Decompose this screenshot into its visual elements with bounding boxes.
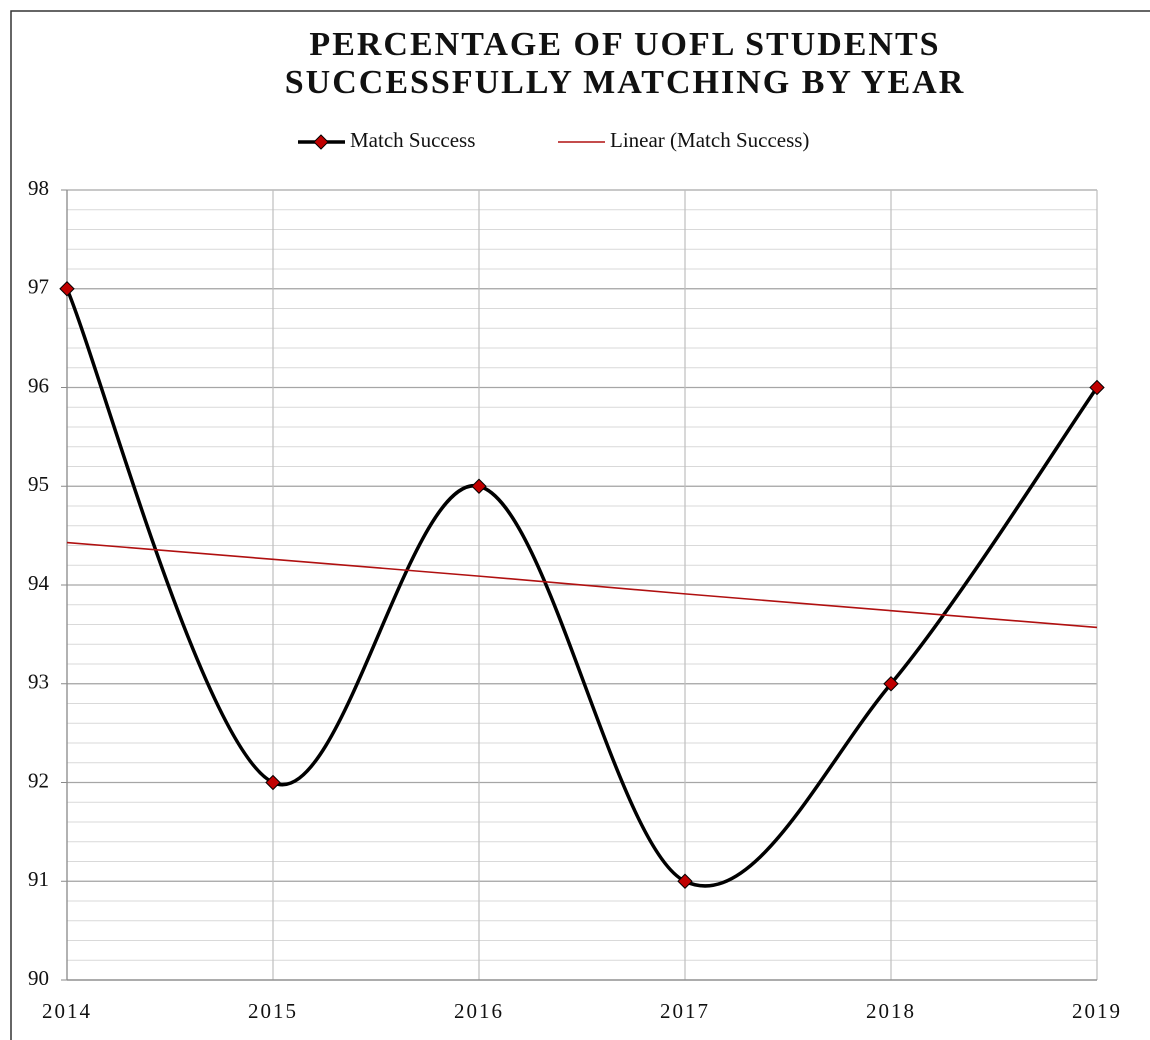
marker	[1089, 379, 1105, 396]
y-tick-label: 97	[28, 275, 49, 299]
x-tick-label: 2016	[454, 999, 504, 1023]
y-tick-label: 92	[28, 768, 49, 792]
frame	[10, 10, 1150, 1040]
marker	[471, 478, 487, 494]
x-tick-label: 2017	[660, 999, 710, 1023]
legend-label: Linear (Match Success)	[610, 128, 809, 152]
x-tick-label: 2018	[866, 999, 916, 1023]
marker	[677, 873, 693, 889]
y-tick-label: 95	[28, 472, 49, 496]
legend-marker	[313, 134, 329, 150]
y-tick-label: 98	[28, 176, 49, 200]
x-tick-label: 2014	[42, 999, 92, 1023]
y-tick-label: 94	[28, 571, 50, 595]
x-tick-label: 2015	[248, 999, 298, 1023]
chart-title: PERCENTAGE OF UOFL STUDENTS SUCCESSFULLY…	[284, 26, 966, 101]
series-line	[65, 288, 1099, 888]
marker	[883, 676, 899, 692]
series-line	[66, 541, 1098, 629]
y-tick-label: 91	[28, 867, 49, 891]
y-tick-label: 93	[28, 670, 49, 694]
legend-label: Match Success	[350, 128, 475, 152]
y-tick-label: 96	[28, 373, 49, 397]
y-tick-label: 90	[28, 966, 49, 990]
marker	[59, 281, 75, 297]
x-tick-label: 2019	[1072, 999, 1122, 1023]
marker	[265, 774, 281, 791]
